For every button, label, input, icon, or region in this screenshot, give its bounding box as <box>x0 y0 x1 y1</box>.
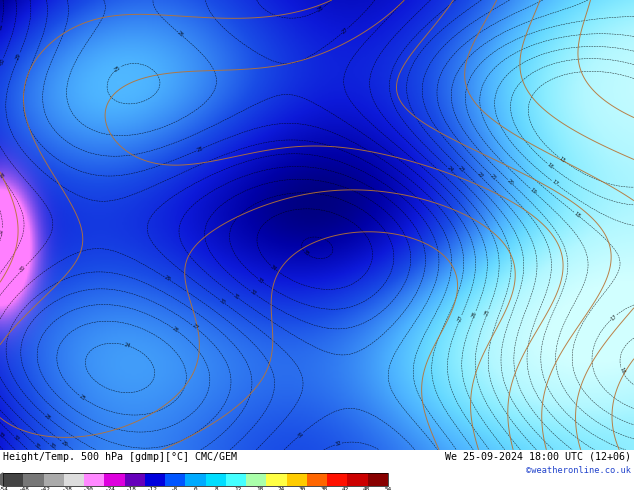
Text: 24: 24 <box>123 342 131 349</box>
Text: 27: 27 <box>457 314 464 322</box>
Bar <box>226 473 246 486</box>
Text: 30: 30 <box>218 298 226 306</box>
Bar <box>84 473 105 486</box>
Text: -24: -24 <box>105 488 115 490</box>
Text: 30: 30 <box>299 488 306 490</box>
Text: 26: 26 <box>471 311 478 319</box>
Text: ©weatheronline.co.uk: ©weatheronline.co.uk <box>526 466 631 475</box>
Bar <box>23 473 44 486</box>
Bar <box>246 473 266 486</box>
Bar <box>3 473 23 486</box>
Text: Height/Temp. 500 hPa [gdmp][°C] CMC/GEM: Height/Temp. 500 hPa [gdmp][°C] CMC/GEM <box>3 452 237 462</box>
Text: 23: 23 <box>457 165 465 173</box>
Text: -48: -48 <box>19 488 30 490</box>
Text: 24: 24 <box>446 166 454 173</box>
Bar <box>165 473 185 486</box>
Text: 27: 27 <box>340 26 349 35</box>
Bar <box>124 473 145 486</box>
Text: 42: 42 <box>342 488 349 490</box>
Text: 8: 8 <box>215 488 219 490</box>
Text: 0: 0 <box>194 488 197 490</box>
Polygon shape <box>0 473 3 486</box>
Bar <box>145 473 165 486</box>
Text: 34: 34 <box>269 264 277 271</box>
Text: 18: 18 <box>256 488 263 490</box>
Text: 29: 29 <box>15 52 22 60</box>
Text: 30: 30 <box>19 265 27 273</box>
Bar <box>347 473 368 486</box>
Bar <box>205 473 226 486</box>
Text: 15: 15 <box>558 156 566 164</box>
Text: 38: 38 <box>320 488 327 490</box>
Text: 31: 31 <box>0 172 5 180</box>
Text: -42: -42 <box>41 488 51 490</box>
Text: 26: 26 <box>171 326 180 334</box>
Text: 29: 29 <box>163 275 171 283</box>
Text: 31: 31 <box>297 430 305 439</box>
Text: 12: 12 <box>235 488 242 490</box>
Text: 24: 24 <box>278 488 285 490</box>
Text: 35: 35 <box>302 249 310 257</box>
Text: 28: 28 <box>44 413 52 421</box>
Bar <box>287 473 307 486</box>
Text: 21: 21 <box>489 173 498 182</box>
Text: 17: 17 <box>550 179 559 187</box>
Text: 19: 19 <box>529 187 538 195</box>
Text: 32: 32 <box>12 434 20 442</box>
Bar <box>368 473 388 486</box>
Text: 25: 25 <box>79 394 87 402</box>
Text: -8: -8 <box>171 488 178 490</box>
Text: 32: 32 <box>249 289 257 297</box>
Text: -30: -30 <box>83 488 94 490</box>
Text: 33: 33 <box>0 431 5 440</box>
Text: 27: 27 <box>191 323 199 331</box>
Text: 16: 16 <box>547 162 555 170</box>
Text: -38: -38 <box>61 488 73 490</box>
Text: -12: -12 <box>147 488 158 490</box>
Text: 20: 20 <box>506 178 515 186</box>
Text: 25: 25 <box>484 309 491 317</box>
Bar <box>3 473 388 486</box>
Text: 26: 26 <box>176 30 184 38</box>
Bar <box>105 473 124 486</box>
Bar <box>266 473 287 486</box>
Text: 32: 32 <box>335 441 342 447</box>
Text: 28: 28 <box>196 146 204 153</box>
Text: 48: 48 <box>363 488 370 490</box>
Bar <box>307 473 327 486</box>
Text: 29: 29 <box>60 440 68 447</box>
Text: 33: 33 <box>256 276 264 284</box>
Text: 31: 31 <box>33 442 41 450</box>
Text: 31: 31 <box>0 23 4 30</box>
Text: 30: 30 <box>48 442 56 450</box>
Text: 30: 30 <box>0 57 6 65</box>
Bar <box>44 473 64 486</box>
Text: 18: 18 <box>573 211 581 219</box>
Text: 54: 54 <box>384 488 392 490</box>
Text: 25: 25 <box>114 65 122 73</box>
Text: 16: 16 <box>618 367 626 374</box>
Text: 32: 32 <box>0 228 5 235</box>
Text: 28: 28 <box>316 5 325 13</box>
Text: We 25-09-2024 18:00 UTC (12+06): We 25-09-2024 18:00 UTC (12+06) <box>445 452 631 462</box>
Text: -18: -18 <box>126 488 137 490</box>
Bar <box>327 473 347 486</box>
Text: 22: 22 <box>476 172 484 180</box>
Bar <box>185 473 205 486</box>
Text: 17: 17 <box>609 313 618 321</box>
Bar <box>64 473 84 486</box>
Text: 31: 31 <box>232 293 240 300</box>
Text: -54: -54 <box>0 488 8 490</box>
